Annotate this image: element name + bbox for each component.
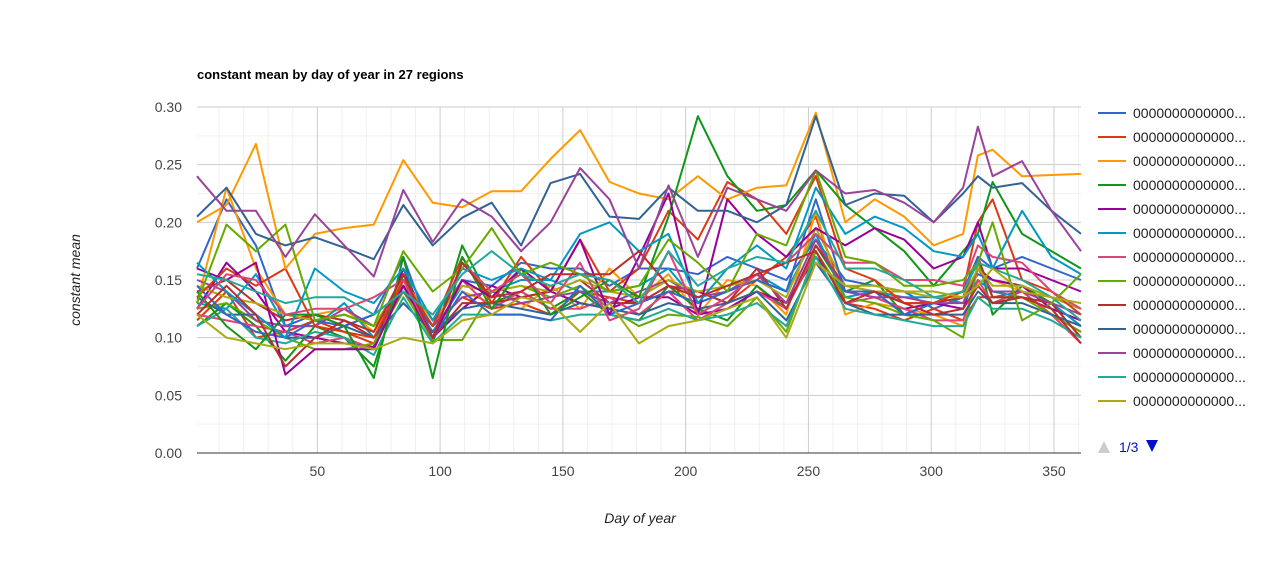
x-tick-label: 200 [674,463,698,479]
legend-pager: 1/3 [1098,439,1158,455]
series-line[interactable] [196,238,1082,328]
x-axis-title: Day of year [604,510,677,526]
series-line[interactable] [196,261,1082,339]
legend-entry-label[interactable]: 0000000000000... [1133,393,1246,409]
series-line[interactable] [196,261,1082,351]
series-line[interactable] [196,169,1082,328]
legend-entry-label[interactable]: 0000000000000... [1133,201,1246,217]
y-tick-label: 0.30 [155,99,182,115]
y-tick-label: 0.25 [155,157,182,173]
y-axis-title: constant mean [67,234,83,326]
x-tick-label: 50 [310,463,326,479]
legend-entry-label[interactable]: 0000000000000... [1133,177,1246,193]
legend-prev-page-icon[interactable] [1098,441,1110,453]
y-tick-label: 0.05 [155,387,182,403]
legend-entry-label[interactable]: 0000000000000... [1133,297,1246,313]
x-tick-label: 350 [1042,463,1066,479]
series-line[interactable] [196,232,1082,339]
series-line[interactable] [196,255,1082,356]
legend-entry-label[interactable]: 0000000000000... [1133,273,1246,289]
x-tick-label: 150 [551,463,575,479]
legend-entry-label[interactable]: 0000000000000... [1133,249,1246,265]
legend-entry-label[interactable]: 0000000000000... [1133,153,1246,169]
x-tick-label: 250 [797,463,821,479]
series-lines [196,111,1082,379]
series-line[interactable] [196,186,1082,339]
legend-entry-label[interactable]: 0000000000000... [1133,321,1246,337]
y-axis-ticks: 0.00 0.05 0.10 0.15 0.20 0.25 0.30 [155,99,182,461]
series-line[interactable] [196,115,1082,261]
x-tick-label: 300 [920,463,944,479]
series-line[interactable] [196,125,1082,278]
y-tick-label: 0.20 [155,214,182,230]
series-line[interactable] [196,209,1082,322]
x-tick-label: 100 [428,463,452,479]
y-tick-label: 0.15 [155,272,182,288]
series-line[interactable] [196,115,1082,379]
legend-entry-label[interactable]: 0000000000000... [1133,105,1246,121]
x-axis-ticks: 50 100 150 200 250 300 350 [310,463,1066,479]
y-tick-label: 0.00 [155,445,182,461]
legend-page-label: 1/3 [1119,439,1139,455]
y-tick-label: 0.10 [155,330,182,346]
legend-next-page-icon[interactable] [1146,440,1158,452]
legend-entry-label[interactable]: 0000000000000... [1133,345,1246,361]
legend-entry-label[interactable]: 0000000000000... [1133,225,1246,241]
series-line[interactable] [196,111,1082,270]
legend: 0000000000000... 0000000000000... 00000000… [1098,105,1246,409]
legend-entry-label[interactable]: 0000000000000... [1133,369,1246,385]
series-line[interactable] [196,250,1082,368]
chart-title: constant mean by day of year in 27 regio… [197,67,464,82]
legend-entry-label[interactable]: 0000000000000... [1133,129,1246,145]
